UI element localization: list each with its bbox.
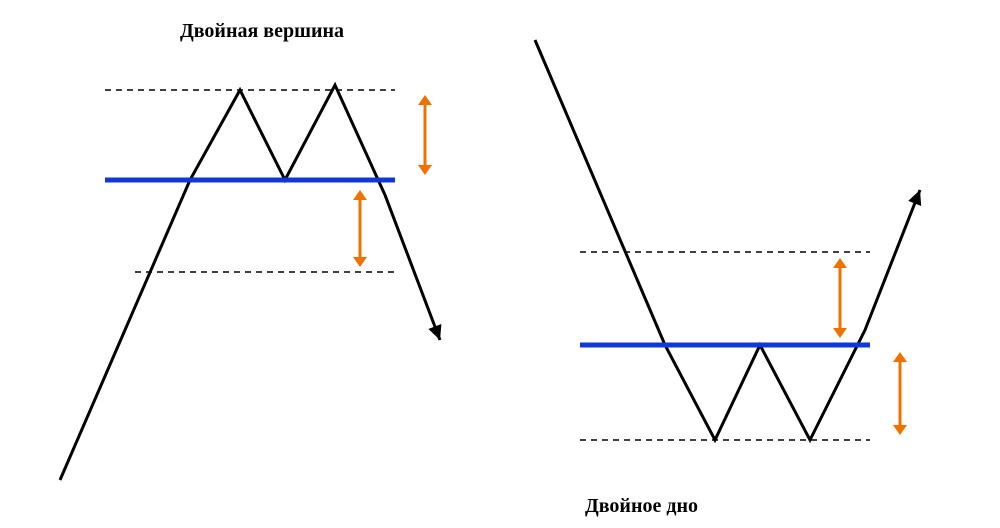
diagram-stage: Двойная вершина Двойное дно [0, 0, 1000, 528]
double-bottom-title: Двойное дно [585, 495, 698, 518]
double-bottom-diagram [0, 0, 1000, 528]
